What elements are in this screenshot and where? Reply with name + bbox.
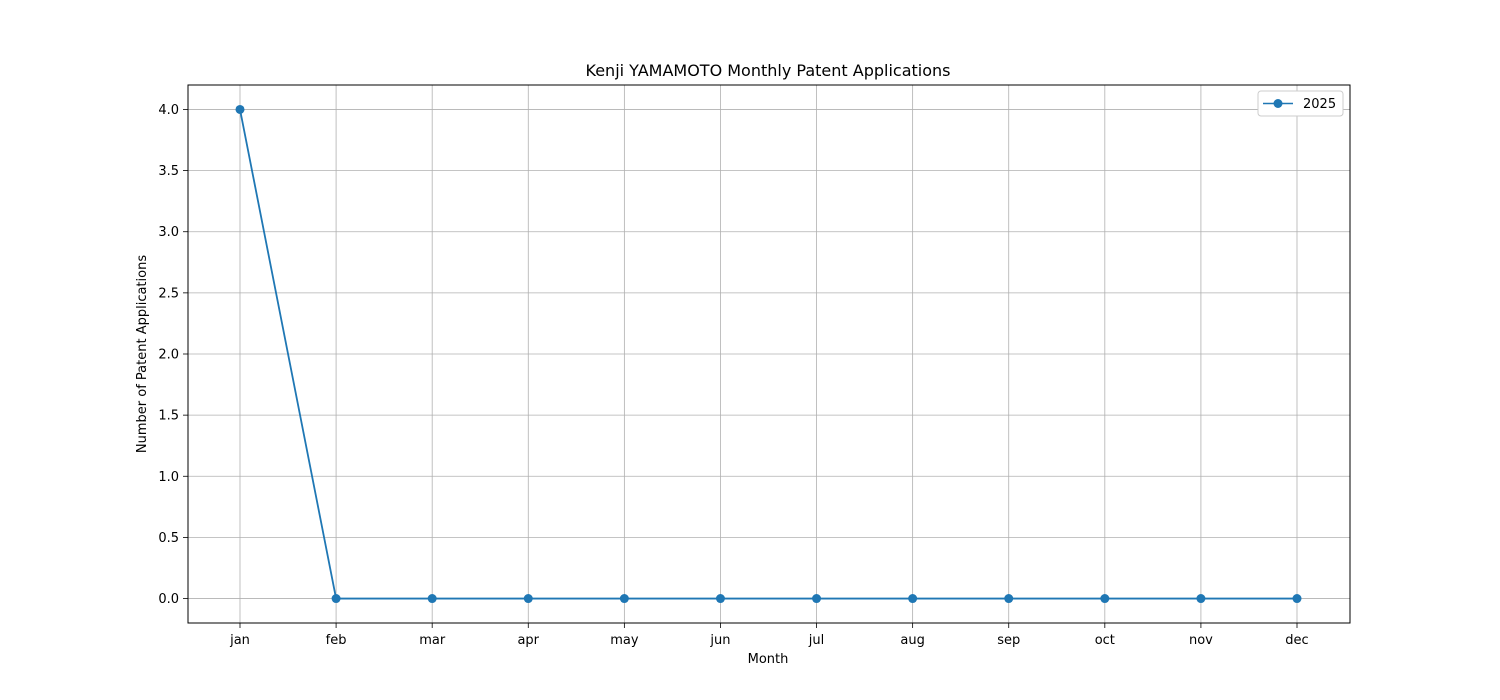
y-tick-label: 3.5 [158,164,179,179]
data-point-dec [1293,594,1302,603]
y-axis-label: Number of Patent Applications [135,255,150,453]
y-tick-label: 3.0 [158,225,179,240]
legend: 2025 [1258,91,1343,116]
x-tick-label: jan [229,633,250,648]
x-tick-label: aug [900,633,924,648]
x-tick-label: dec [1285,633,1308,648]
data-point-may [620,594,629,603]
x-tick-label: may [610,633,639,648]
data-point-feb [332,594,341,603]
data-point-oct [1100,594,1109,603]
y-tick-label: 0.0 [158,592,179,607]
data-point-jan [236,105,245,114]
x-tick-label: apr [517,633,539,648]
x-tick-label: jul [808,633,824,648]
data-point-jun [716,594,725,603]
data-point-mar [428,594,437,603]
x-tick-label: mar [419,633,446,648]
x-axis-label: Month [748,652,789,667]
y-tick-label: 2.5 [158,286,179,301]
data-point-aug [908,594,917,603]
legend-label-2025: 2025 [1303,97,1336,112]
y-tick-label: 1.5 [158,409,179,424]
chart-title: Kenji YAMAMOTO Monthly Patent Applicatio… [586,61,951,80]
y-tick-label: 2.0 [158,348,179,363]
data-point-sep [1004,594,1013,603]
data-point-apr [524,594,533,603]
y-tick-label: 4.0 [158,103,179,118]
data-point-nov [1196,594,1205,603]
x-tick-label: oct [1095,633,1115,648]
x-tick-label: jun [709,633,730,648]
x-tick-label: nov [1189,633,1213,648]
legend-marker-2025 [1274,99,1283,108]
y-tick-label: 0.5 [158,531,179,546]
x-tick-label: feb [326,633,347,648]
data-point-jul [812,594,821,603]
x-tick-label: sep [997,633,1020,648]
y-tick-label: 1.0 [158,470,179,485]
